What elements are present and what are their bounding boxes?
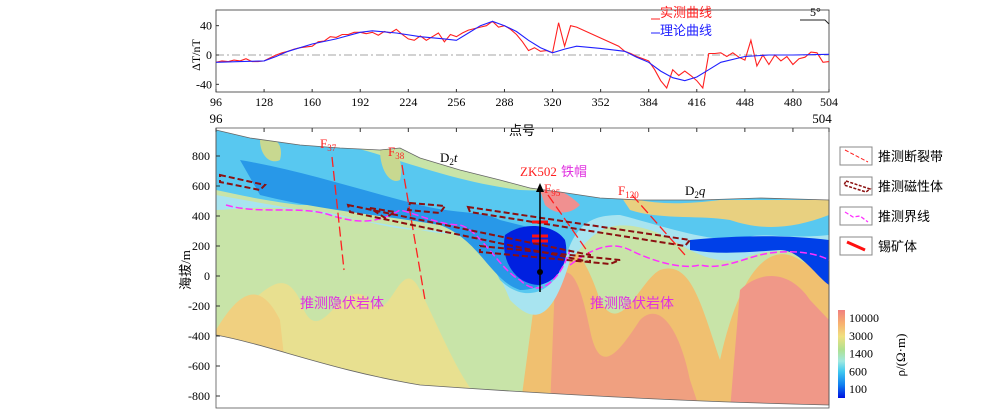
colorbar-tick-label: 10000	[849, 311, 879, 325]
section-outline	[215, 129, 830, 406]
elevation-tick-label: -600	[188, 359, 210, 373]
elevation-tick-label: 200	[192, 239, 210, 253]
colorbar-label: ρ/(Ω·m)	[893, 334, 908, 377]
theoretical-curve	[215, 20, 830, 82]
colorbar-tick-label: 3000	[849, 329, 873, 343]
fault-f95	[547, 194, 591, 256]
elevation-tick-label: -800	[188, 389, 210, 403]
magnetic-body	[406, 201, 447, 215]
legend-label-fault: 推测断裂带	[878, 149, 943, 164]
elevation-tick-label: 600	[192, 179, 210, 193]
elevation-tick-label: 800	[192, 149, 210, 163]
fault-f37	[331, 156, 345, 271]
legend-label-magnetic: 推测磁性体	[878, 179, 943, 194]
colorbar-tick-label: 100	[849, 382, 867, 396]
hidden-rock-label: 推测隐伏岩体	[300, 296, 384, 312]
fault-label-f38: F38	[388, 144, 405, 161]
x-tick-label: 128	[255, 95, 273, 109]
boundary-symbol-icon	[844, 211, 869, 223]
section-legend: 推测断裂带 推测磁性体 推测界线 锡矿体	[839, 146, 943, 256]
magnetic-body	[479, 244, 621, 266]
magnetic-body	[219, 173, 267, 192]
elevation-tick-label: -200	[188, 299, 210, 313]
stratum-label-d2t: D2t	[440, 150, 458, 167]
x-tick-label: 504	[820, 95, 838, 109]
x-tick-label: 192	[351, 95, 369, 109]
gossan-label: 铁帽	[561, 164, 587, 179]
x-tick-label: 224	[399, 95, 417, 109]
resistivity-section: 96 504 800 600 400 200 0 -200 -400 -600 -800 海拔/…	[178, 111, 832, 409]
elevation-axis-label: 海拔/m	[178, 250, 193, 290]
legend-label-boundary: 推测界线	[878, 209, 930, 224]
x-tick-label: 480	[784, 95, 802, 109]
section-frame	[215, 127, 830, 409]
borehole-end-marker	[537, 269, 543, 275]
x-tick-label: 448	[736, 95, 754, 109]
section-start-label: 96	[210, 111, 224, 126]
elevation-tick-label: 0	[204, 269, 210, 283]
x-tick-label: 256	[447, 95, 465, 109]
stratum-label-d2q: D2q	[685, 183, 706, 200]
magnetic-body	[466, 205, 692, 248]
fault-label-f120: F120	[618, 183, 639, 200]
x-axis-label: 点号	[509, 123, 535, 138]
borehole-zk502	[536, 183, 544, 292]
x-tick-label: 160	[303, 95, 321, 109]
legend-label-measured: 实测曲线	[660, 5, 712, 20]
section-annotations: F37 F38 F95 F120 D2t D2q ZK502 铁帽 推测隐伏岩体…	[300, 136, 706, 312]
y-tick-label: -40	[196, 77, 212, 91]
hidden-rock-label: 推测隐伏岩体	[590, 296, 674, 312]
inferred-boundaries	[225, 204, 830, 289]
y-tick-label: 40	[200, 19, 212, 33]
north-angle-label: 5°	[810, 5, 821, 19]
tin-orebody-symbol-icon	[846, 240, 866, 252]
magnetic-chart: 96 128 160 192 224 256 288 320 352 384 416 448 480 50…	[189, 5, 838, 138]
x-tick-label: 320	[544, 95, 562, 109]
colorbar-tick-label: 1400	[849, 347, 873, 361]
elevation-tick-label: 400	[192, 209, 210, 223]
north-arrow-icon	[800, 19, 830, 25]
x-tick-label: 416	[688, 95, 706, 109]
fault-symbol-icon	[844, 149, 869, 163]
y-tick-label: 0	[206, 48, 212, 62]
magnetic-body-symbol-icon	[842, 180, 872, 193]
legend: 实测曲线 理论曲线	[651, 5, 712, 38]
x-tick-label: 352	[592, 95, 610, 109]
magnetic-plot-frame	[215, 9, 830, 93]
colorbar-tick-label: 600	[849, 364, 867, 378]
fault-label-f37: F37	[320, 136, 337, 153]
magnetic-bodies	[219, 173, 692, 266]
boundary-line	[225, 204, 571, 289]
y-axis-label: ΔT/nT	[189, 38, 203, 70]
colorbar-gradient	[838, 310, 845, 398]
inferred-faults	[331, 156, 686, 301]
fault-label-f95: F95	[544, 181, 561, 198]
borehole-label: ZK502	[520, 164, 557, 179]
arrow-up-icon	[536, 183, 544, 192]
legend-label-theoretical: 理论曲线	[660, 23, 712, 38]
x-tick-label: 96	[210, 95, 222, 109]
boundary-line	[569, 245, 830, 268]
section-end-label: 504	[812, 111, 832, 126]
elevation-tick-label: -400	[188, 329, 210, 343]
north-arrow: 5°	[800, 5, 830, 25]
fault-f38	[401, 164, 426, 301]
x-tick-label: 384	[640, 95, 658, 109]
colorbar: 10000 3000 1400 600 100 ρ/(Ω·m)	[838, 310, 908, 398]
legend-label-ore: 锡矿体	[878, 239, 917, 254]
x-tick-label: 288	[495, 95, 513, 109]
magnetic-body	[369, 207, 398, 220]
